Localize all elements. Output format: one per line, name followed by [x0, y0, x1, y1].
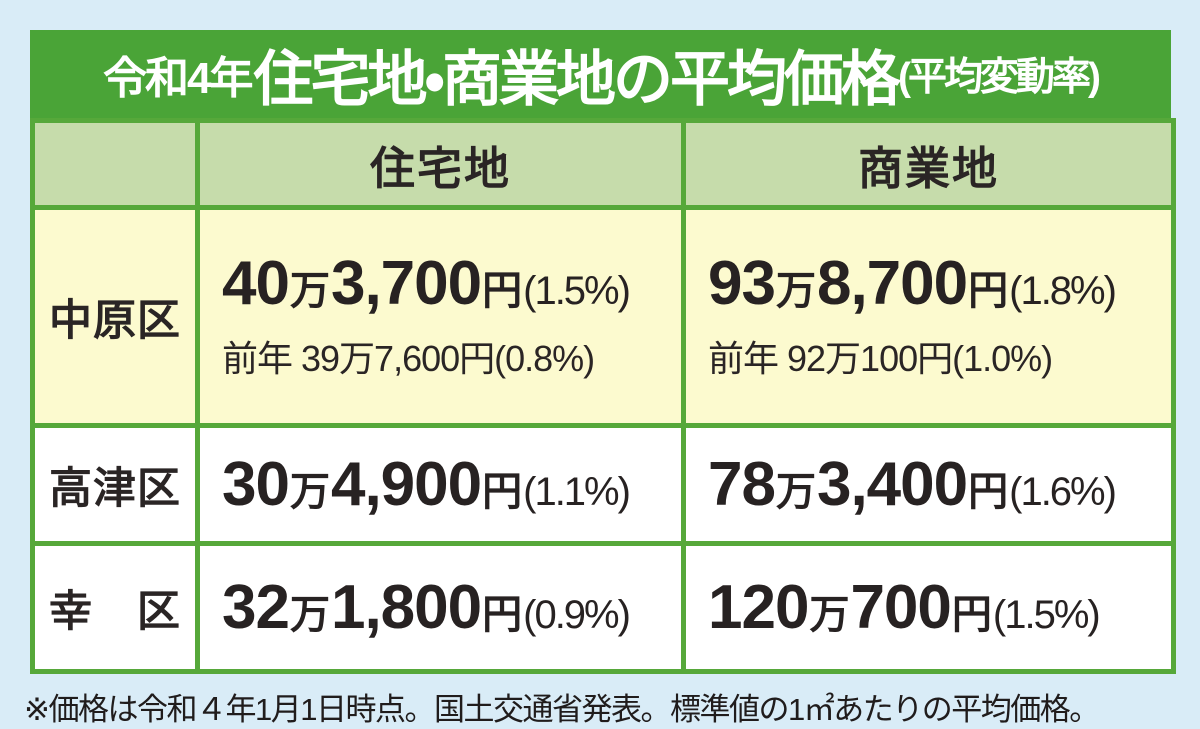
title-suffix: (平均変動率) [897, 56, 1101, 99]
commercial-price-cell: 78万3,400円(1.6%) [681, 423, 1176, 546]
commercial-price-cell: 120万700円(1.5%) [681, 541, 1176, 674]
residential-price-cell: 30万4,900円(1.1%) [195, 423, 686, 546]
commercial-price: 120万700円(1.5%) [708, 572, 1101, 642]
table-header-row: 住宅地 商業地 [30, 118, 1176, 210]
residential-price: 30万4,900円(1.1%) [222, 449, 631, 519]
footnote: ※価格は令和４年1月1日時点。国土交通省発表。標準値の1㎡あたりの平均価格。 [24, 692, 1100, 727]
table-row-takatsu: 高津区 30万4,900円(1.1%) 78万3,400円(1.6%) [30, 423, 1176, 546]
title-era-prefix: 令和4年 [103, 54, 253, 103]
title-main: 住宅地・商業地の平均価格 [253, 45, 901, 113]
title-bar: 令和4年 住宅地・商業地の平均価格 (平均変動率) [30, 30, 1171, 118]
district-name: 中原区 [30, 205, 200, 428]
residential-price: 32万1,800円(0.9%) [222, 572, 631, 642]
header-residential: 住宅地 [195, 118, 686, 210]
district-name: 幸 区 [30, 541, 200, 674]
commercial-price: 78万3,400円(1.6%) [708, 449, 1117, 519]
land-price-infographic: 令和4年 住宅地・商業地の平均価格 (平均変動率) 住宅地 商業地 中原区 40… [24, 30, 1176, 729]
residential-price-cell: 40万3,700円(1.5%) 前年 39万7,600円(0.8%) [195, 205, 686, 428]
commercial-price: 93万8,700円(1.8%) [708, 248, 1117, 318]
table-row-nakahara: 中原区 40万3,700円(1.5%) 前年 39万7,600円(0.8%) 9… [30, 205, 1176, 428]
commercial-prev-year-price: 前年 92万100円(1.0%) [708, 338, 1053, 380]
table-row-saiwai: 幸 区 32万1,800円(0.9%) 120万700円(1.5%) [30, 541, 1176, 674]
header-commercial: 商業地 [681, 118, 1176, 210]
district-name: 高津区 [30, 423, 200, 546]
residential-prev-year-price: 前年 39万7,600円(0.8%) [222, 338, 595, 380]
commercial-price-cell: 93万8,700円(1.8%) 前年 92万100円(1.0%) [681, 205, 1176, 428]
residential-price: 40万3,700円(1.5%) [222, 248, 631, 318]
header-district-blank [30, 118, 200, 210]
price-table: 住宅地 商業地 中原区 40万3,700円(1.5%) 前年 39万7,600円… [30, 118, 1176, 674]
residential-price-cell: 32万1,800円(0.9%) [195, 541, 686, 674]
